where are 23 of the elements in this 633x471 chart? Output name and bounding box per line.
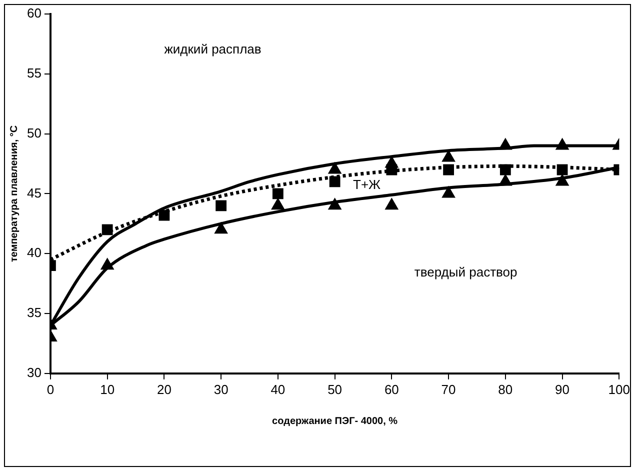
annotation: жидкий расплав <box>164 42 262 57</box>
x-tick-label: 90 <box>555 382 570 397</box>
y-tick-label: 60 <box>26 6 42 21</box>
y-tick-label: 35 <box>26 305 42 320</box>
x-tick-label: 70 <box>441 382 456 397</box>
x-axis-title: содержание ПЭГ- 4000, % <box>272 416 398 427</box>
x-tick-label: 10 <box>100 382 115 397</box>
x-tick-label: 60 <box>384 382 399 397</box>
y-tick-label: 40 <box>26 245 42 260</box>
x-tick-label: 0 <box>46 382 54 397</box>
x-tick-label: 40 <box>270 382 286 397</box>
x-tick-label: 100 <box>608 382 630 397</box>
annotation: твердый раствор <box>414 264 518 280</box>
y-tick-label: 50 <box>26 125 42 140</box>
x-tick-label: 50 <box>328 382 342 397</box>
y-tick-label: 55 <box>26 65 42 80</box>
y-axis-title: температура плавления, °С <box>8 125 20 262</box>
y-tick-label: 30 <box>26 364 42 380</box>
x-tick-label: 80 <box>498 382 513 397</box>
x-tick-label: 30 <box>214 382 228 397</box>
x-tick-label: 20 <box>156 382 172 397</box>
annotation: Т+Ж <box>353 177 381 192</box>
y-tick-label: 45 <box>26 185 42 200</box>
